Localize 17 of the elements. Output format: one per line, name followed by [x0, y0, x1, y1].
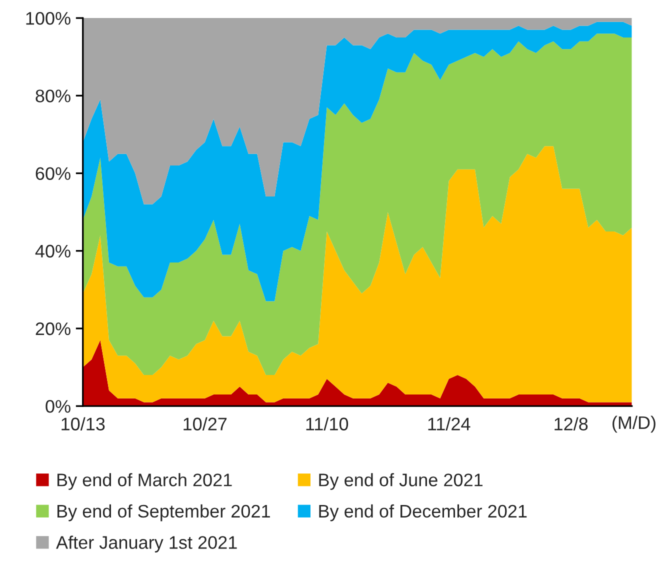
y-tick-label: 60% — [36, 167, 70, 180]
legend-label: By end of December 2021 — [319, 504, 527, 522]
x-tick-label: 11/10 — [306, 417, 348, 430]
legend-label: By end of March 2021 — [57, 473, 232, 490]
y-tick-label: 100% — [26, 12, 70, 25]
legend-label: By end of September 2021 — [57, 504, 270, 522]
x-tick-label: 10/27 — [184, 417, 227, 430]
y-tick-label: 80% — [36, 90, 70, 102]
legend-label: After January 1st 2021 — [56, 536, 237, 552]
y-tick-label: 40% — [35, 244, 70, 258]
x-tick-label: 10/13 — [62, 417, 105, 430]
x-tick-label: 11/24 — [428, 417, 470, 430]
x-axis-title: (M/D) — [612, 416, 656, 433]
y-tick-label: 20% — [36, 322, 70, 336]
legend-label: By end of June 2021 — [319, 473, 482, 490]
y-tick-label: 0% — [46, 400, 70, 413]
x-tick-label: 12/8 — [554, 417, 588, 430]
